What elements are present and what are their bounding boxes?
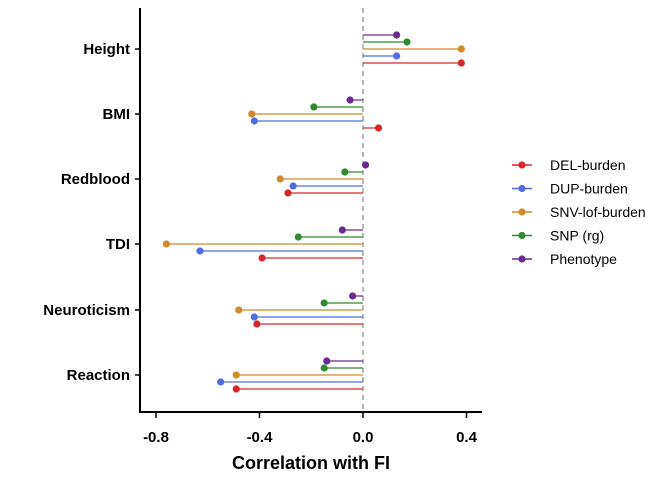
- point-snp-rg-reaction: [320, 364, 328, 372]
- legend-item-snv-lof-burden: SNV-lof-burden: [512, 204, 646, 220]
- point-phenotype-neuroticism: [349, 292, 357, 300]
- point-phenotype-redblood: [361, 161, 370, 169]
- point-snv-lof-burden-reaction: [232, 371, 240, 379]
- category-label-bmi: BMI: [103, 106, 131, 123]
- point-dup-burden-height: [393, 52, 401, 60]
- x-axis-title: Correlation with FI: [232, 453, 390, 473]
- point-snv-lof-burden-height: [457, 45, 465, 53]
- point-phenotype-tdi: [338, 226, 346, 234]
- point-snp-rg-redblood: [341, 168, 349, 176]
- point-del-burden-height: [457, 59, 465, 67]
- legend-item-del-burden: DEL-burden: [512, 157, 626, 173]
- legend-label: DUP-burden: [550, 181, 628, 197]
- point-snp-rg-neuroticism: [320, 299, 328, 307]
- point-phenotype-height: [393, 31, 401, 39]
- point-dup-burden-tdi: [196, 247, 204, 255]
- x-tick-label: -0.8: [143, 429, 169, 446]
- point-snv-lof-burden-bmi: [248, 110, 256, 118]
- legend: DEL-burden DUP-burden SNV-lof-burden SNP (r…: [512, 157, 646, 267]
- point-phenotype-reaction: [323, 357, 331, 365]
- point-del-burden-bmi: [374, 124, 383, 132]
- x-tick-labels: -0.8 -0.4 0.0 0.4: [143, 412, 478, 446]
- stems-layer: [166, 34, 462, 390]
- category-label-redblood: Redblood: [61, 171, 130, 188]
- legend-key-point: [518, 255, 526, 263]
- category-label-tdi: TDI: [106, 236, 130, 253]
- point-del-burden-tdi: [258, 254, 266, 262]
- point-dup-burden-reaction: [217, 378, 225, 386]
- category-labels: Height BMI Redblood TDI Neuroticism Reaction: [43, 41, 140, 384]
- point-dup-burden-neuroticism: [250, 313, 258, 321]
- legend-key-point: [518, 231, 526, 240]
- point-snp-rg-tdi: [294, 233, 302, 241]
- point-dup-burden-redblood: [289, 182, 297, 190]
- category-label-height: Height: [83, 41, 130, 58]
- point-snv-lof-burden-neuroticism: [235, 306, 243, 314]
- legend-item-dup-burden: DUP-burden: [512, 181, 628, 197]
- legend-label: Phenotype: [550, 251, 617, 267]
- legend-key-point: [518, 184, 526, 193]
- point-snp-rg-bmi: [310, 103, 318, 111]
- legend-label: SNP (rg): [550, 228, 604, 244]
- legend-label: DEL-burden: [550, 157, 626, 173]
- point-del-burden-neuroticism: [253, 320, 261, 328]
- point-del-burden-reaction: [232, 385, 240, 393]
- point-phenotype-bmi: [346, 96, 354, 104]
- point-snp-rg-height: [403, 38, 411, 46]
- point-snv-lof-burden-tdi: [162, 240, 170, 248]
- legend-label: SNV-lof-burden: [550, 204, 646, 220]
- x-tick-label: 0.4: [456, 429, 478, 446]
- point-snv-lof-burden-redblood: [276, 175, 284, 183]
- x-tick-label: -0.4: [247, 429, 274, 446]
- legend-key-point: [518, 208, 526, 216]
- points-layer: [162, 31, 465, 393]
- category-label-reaction: Reaction: [67, 367, 130, 384]
- point-del-burden-redblood: [284, 189, 292, 197]
- point-dup-burden-bmi: [250, 117, 258, 125]
- legend-item-phenotype: Phenotype: [512, 251, 617, 267]
- x-tick-label: 0.0: [353, 429, 374, 446]
- legend-item-snp-rg: SNP (rg): [512, 228, 604, 244]
- category-label-neuroticism: Neuroticism: [43, 302, 130, 319]
- legend-key-point: [518, 161, 526, 169]
